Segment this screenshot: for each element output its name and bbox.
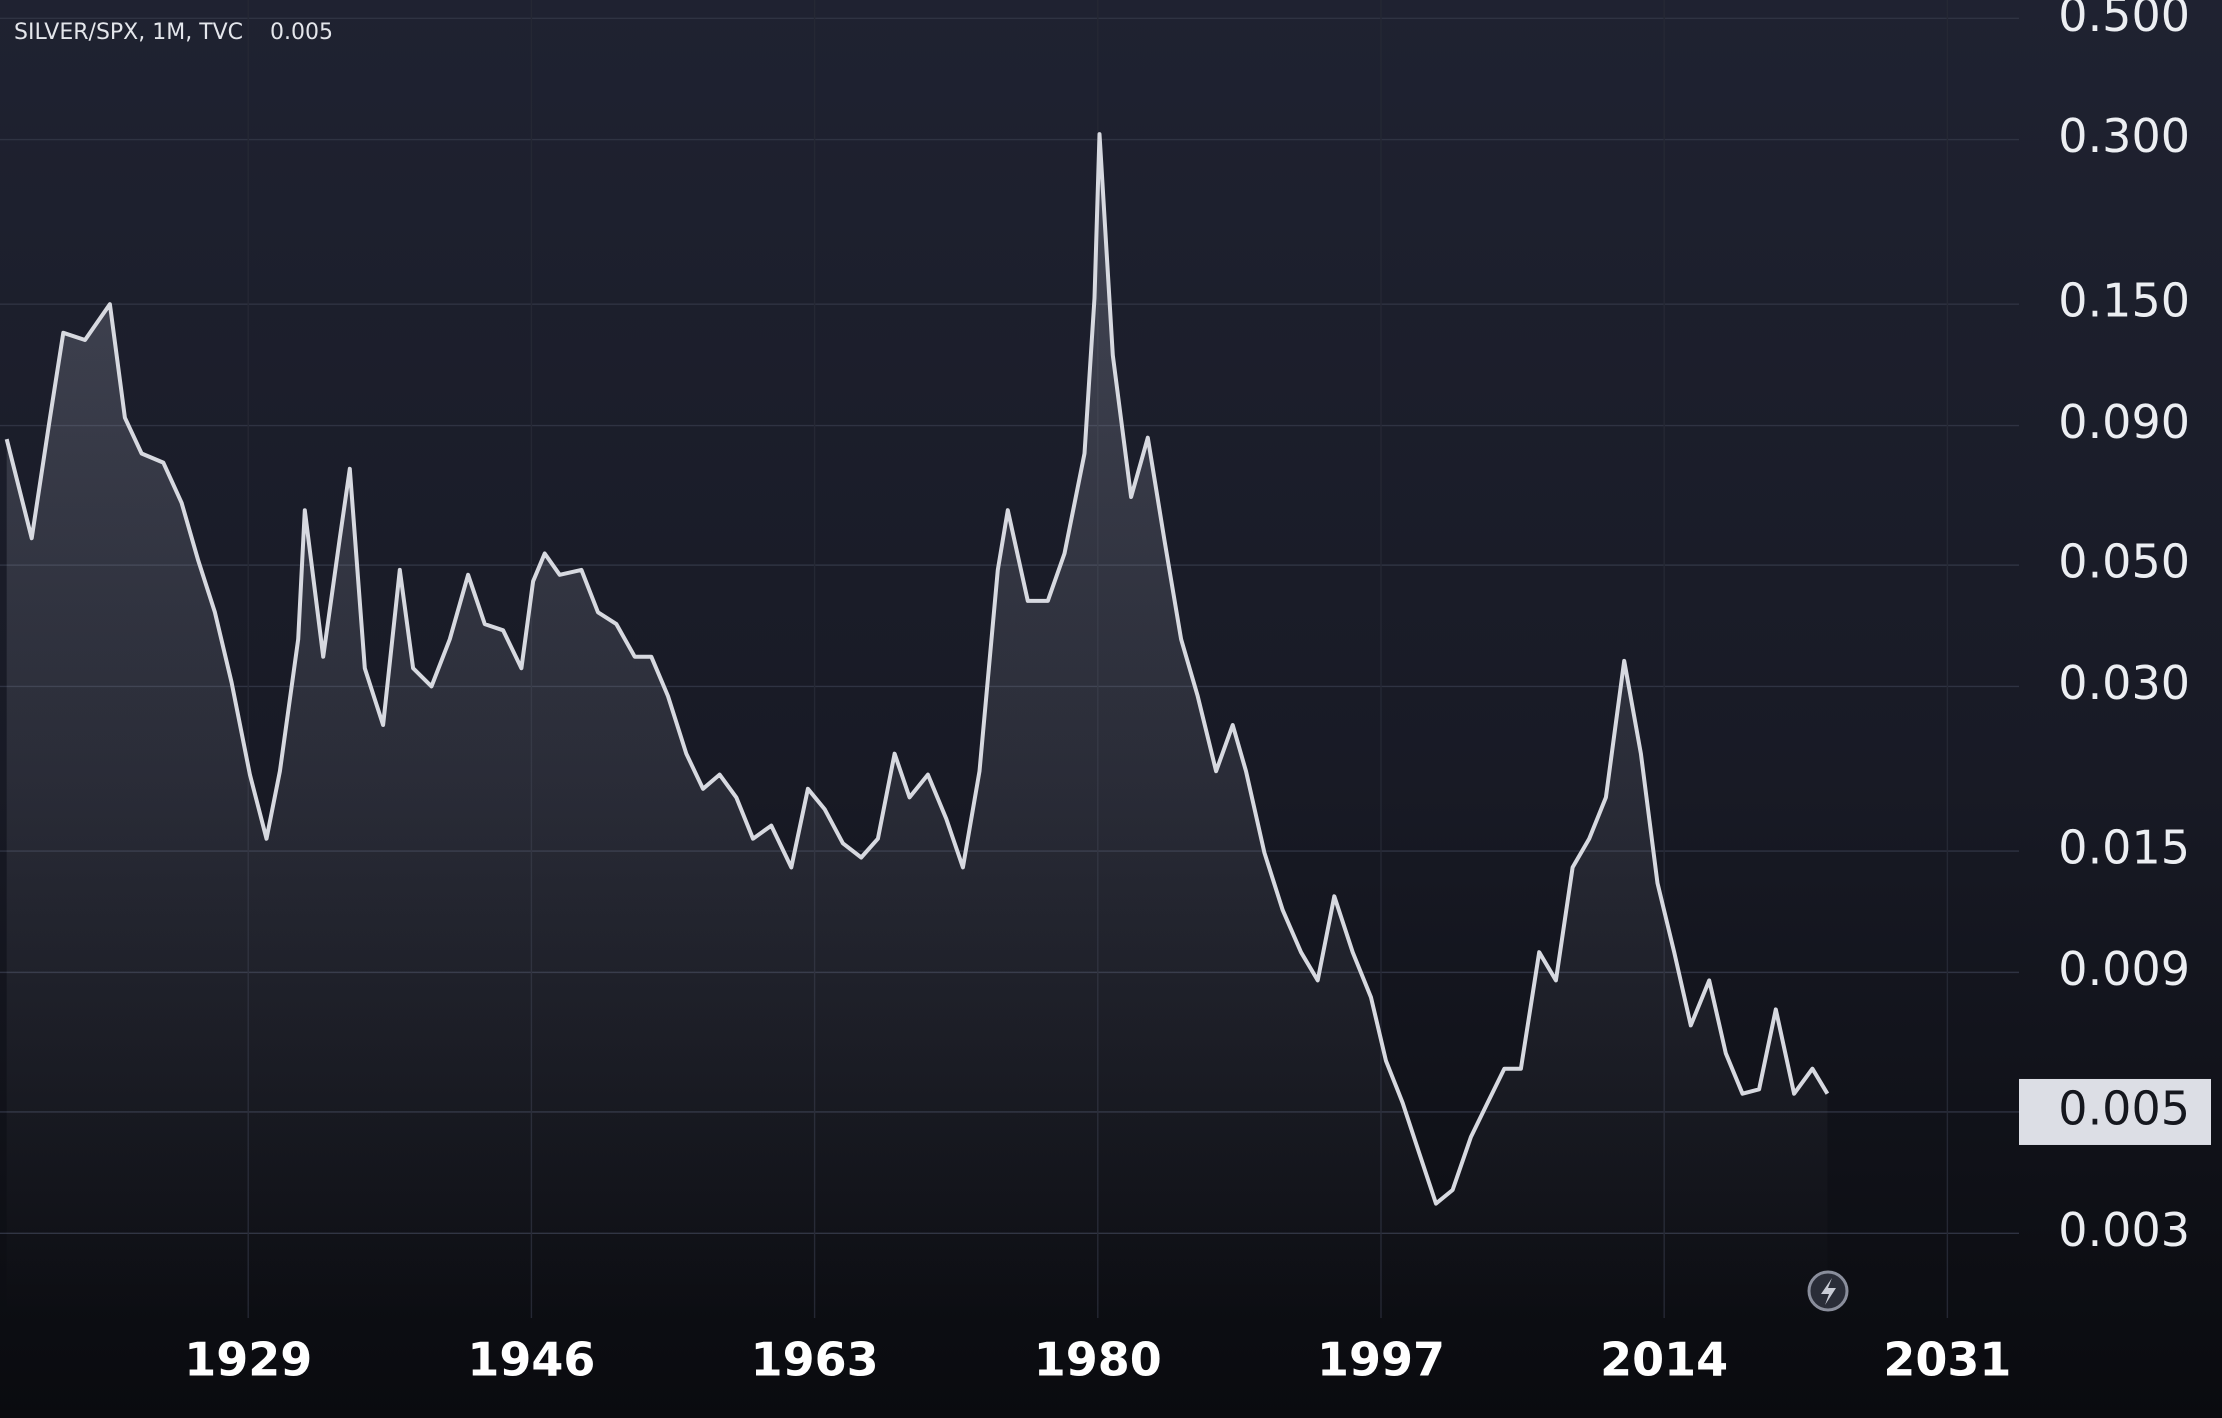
x-tick-label: 2031	[1883, 1333, 2011, 1387]
y-tick-label: 0.050	[2058, 535, 2190, 589]
x-tick-label: 1997	[1317, 1333, 1445, 1387]
y-tick-label: 0.150	[2058, 274, 2190, 328]
x-tick-label: 1946	[467, 1333, 595, 1387]
y-tick-label: 0.090	[2058, 395, 2190, 449]
x-tick-label: 2014	[1600, 1333, 1728, 1387]
x-tick-label: 1929	[184, 1333, 312, 1387]
axes: 0.500 0.300 0.150 0.090 0.050 0.030 0.015 0.009…	[184, 0, 2211, 1387]
y-tick-label: 0.015	[2058, 821, 2190, 875]
chart-title: SILVER/SPX, 1M, TVC	[14, 20, 243, 45]
y-tick-label: 0.300	[2058, 109, 2190, 163]
current-value-label: 0.005	[2058, 1081, 2190, 1135]
x-tick-label: 1980	[1034, 1333, 1162, 1387]
plot-area	[4, 132, 1830, 1319]
y-tick-label: 0.030	[2058, 656, 2190, 710]
y-tick-label: 0.003	[2058, 1203, 2190, 1257]
x-tick-label: 1963	[751, 1333, 879, 1387]
y-tick-label: 0.500	[2058, 0, 2190, 42]
y-tick-label: 0.009	[2058, 942, 2190, 996]
lightning-icon[interactable]	[1807, 1270, 1849, 1312]
current-value-box	[2019, 1078, 2211, 1145]
header-value: 0.005	[270, 20, 333, 45]
icon-bolt[interactable]	[1821, 1278, 1836, 1305]
line-series	[4, 132, 1830, 1206]
line-area	[6, 134, 1828, 1319]
